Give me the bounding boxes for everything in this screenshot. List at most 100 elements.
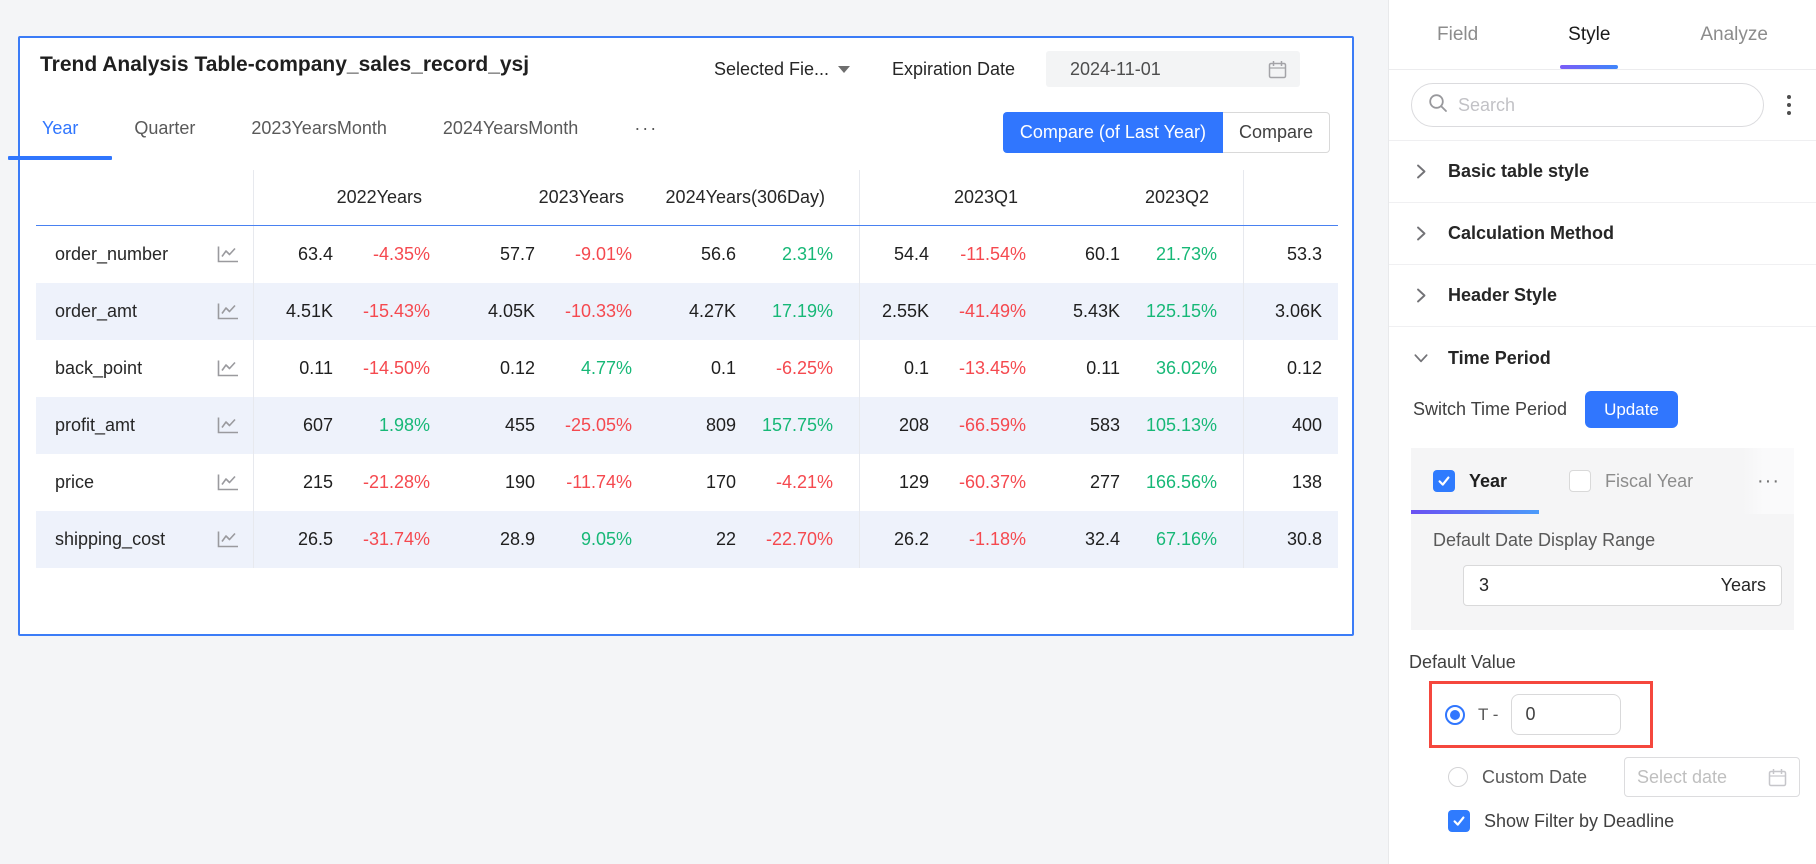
data-cell: 583 105.13% bbox=[1052, 397, 1244, 454]
view-tab-year[interactable]: Year bbox=[7, 118, 114, 160]
custom-date-radio[interactable] bbox=[1448, 767, 1468, 787]
cell-value: 400 bbox=[1291, 415, 1322, 435]
trend-chart-icon[interactable] bbox=[216, 416, 240, 435]
chevron-right-icon bbox=[1413, 163, 1429, 180]
chart-view-tabs: Year Quarter 2023YearsMonth 2024YearsMonth ·… bbox=[7, 118, 659, 160]
compare-toggle-group: Compare (of Last Year) Compare bbox=[1002, 112, 1330, 153]
annotation-highlight-box: T - 0 bbox=[1429, 681, 1653, 748]
cell-value: 583 bbox=[1089, 415, 1120, 435]
data-cell: 4.51K -15.43% bbox=[254, 283, 456, 340]
data-cell: 0.11 36.02% bbox=[1052, 340, 1244, 397]
view-tab-2024yearsmonth[interactable]: 2024YearsMonth bbox=[442, 118, 579, 138]
cell-value: 63.4 bbox=[297, 244, 333, 264]
compare-button[interactable]: Compare bbox=[1222, 112, 1330, 153]
trend-chart-icon[interactable] bbox=[216, 359, 240, 378]
cell-value: 170 bbox=[705, 472, 736, 492]
panel-tab-analyze[interactable]: Analyze bbox=[1700, 23, 1768, 45]
view-tab-quarter[interactable]: Quarter bbox=[134, 118, 196, 138]
panel-tab-style[interactable]: Style bbox=[1568, 0, 1610, 69]
trend-chart-icon[interactable] bbox=[216, 530, 240, 549]
cell-value: 0.11 bbox=[299, 358, 333, 378]
cell-change: 125.15% bbox=[1145, 301, 1217, 321]
section-basic-table-style[interactable]: Basic table style bbox=[1389, 141, 1816, 203]
tab-year[interactable]: Year bbox=[1433, 470, 1507, 492]
view-tab-2023yearsmonth[interactable]: 2023YearsMonth bbox=[251, 118, 387, 138]
trend-analysis-card: Trend Analysis Table-company_sales_recor… bbox=[7, 36, 1354, 636]
cell-change: 67.16% bbox=[1155, 529, 1217, 549]
date-range-value: 3 bbox=[1479, 575, 1490, 595]
cell-change: -9.01% bbox=[574, 244, 632, 264]
cell-value: 57.7 bbox=[499, 244, 535, 264]
cell-change: -4.21% bbox=[775, 472, 833, 492]
cell-change: 17.19% bbox=[771, 301, 833, 321]
year-checkbox[interactable] bbox=[1433, 470, 1455, 492]
show-filter-checkbox[interactable] bbox=[1448, 810, 1470, 832]
compare-last-year-button[interactable]: Compare (of Last Year) bbox=[1002, 112, 1223, 153]
cell-change: 9.05% bbox=[580, 529, 632, 549]
chart-title: Trend Analysis Table-company_sales_recor… bbox=[40, 53, 530, 76]
panel-tab-field[interactable]: Field bbox=[1437, 23, 1479, 45]
column-header-2024years-306day: 2024Years(306Day) bbox=[658, 170, 860, 225]
more-tabs-icon[interactable]: ··· bbox=[1743, 448, 1794, 514]
data-cell: 60.1 21.73% bbox=[1052, 226, 1244, 283]
cell-change: 1.98% bbox=[378, 415, 430, 435]
custom-date-row: Custom Date Select date bbox=[1448, 757, 1800, 797]
metric-cell: price bbox=[36, 454, 254, 511]
selected-fields-dropdown[interactable]: Selected Fie... bbox=[714, 59, 851, 80]
data-cell: 56.6 2.31% bbox=[658, 226, 860, 283]
trend-chart-icon[interactable] bbox=[216, 473, 240, 492]
cell-change: -66.59% bbox=[958, 415, 1026, 435]
column-header-more bbox=[1244, 170, 1336, 225]
cell-value: 190 bbox=[504, 472, 535, 492]
cell-change: 157.75% bbox=[761, 415, 833, 435]
search-input[interactable] bbox=[1458, 94, 1747, 116]
t-minus-radio[interactable] bbox=[1445, 704, 1465, 725]
column-header-2023q2: 2023Q2 bbox=[1052, 170, 1244, 225]
show-filter-label: Show Filter by Deadline bbox=[1484, 810, 1675, 831]
table-row-shipping-cost: shipping_cost 26.5 -31.74% 28.9 9.05% 22 -22.7… bbox=[36, 511, 1338, 568]
cell-change: -4.35% bbox=[372, 244, 430, 264]
date-range-input[interactable]: 3 Years bbox=[1463, 565, 1782, 606]
cell-value: 54.4 bbox=[893, 244, 929, 264]
data-cell: 5.43K 125.15% bbox=[1052, 283, 1244, 340]
cell-change: -6.25% bbox=[775, 358, 833, 378]
calendar-icon bbox=[1768, 768, 1787, 787]
fiscal-year-checkbox[interactable] bbox=[1569, 470, 1592, 492]
switch-time-period-row: Switch Time Period Update bbox=[1389, 391, 1816, 428]
kebab-menu-icon[interactable] bbox=[1776, 95, 1802, 115]
fiscal-year-tab-label: Fiscal Year bbox=[1605, 470, 1694, 491]
data-cell: 0.11 -14.50% bbox=[254, 340, 456, 397]
search-input-wrapper[interactable] bbox=[1411, 83, 1764, 127]
metric-cell: shipping_cost bbox=[36, 511, 254, 568]
chevron-down-icon bbox=[838, 66, 851, 73]
selected-fields-label: Selected Fie... bbox=[714, 59, 830, 79]
view-tabs-more[interactable]: ··· bbox=[634, 118, 659, 138]
cell-value: 0.11 bbox=[1086, 358, 1120, 378]
tab-fiscal-year[interactable]: Fiscal Year bbox=[1569, 470, 1693, 492]
cell-change: -11.74% bbox=[566, 472, 632, 492]
style-sections: Basic table style Calculation Method Heade… bbox=[1389, 141, 1816, 389]
cell-value: 53.3 bbox=[1286, 244, 1322, 264]
t-value-input[interactable]: 0 bbox=[1511, 694, 1622, 735]
trend-chart-icon[interactable] bbox=[216, 302, 240, 321]
time-period-body: Default Date Display Range 3 Years bbox=[1411, 514, 1794, 630]
custom-date-input[interactable]: Select date bbox=[1624, 757, 1800, 797]
data-cell: 170 -4.21% bbox=[658, 454, 860, 511]
update-button[interactable]: Update bbox=[1585, 391, 1678, 428]
table-row-back-point: back_point 0.11 -14.50% 0.12 4.77% 0.1 -6.25% 0… bbox=[36, 340, 1338, 397]
chevron-right-icon bbox=[1413, 287, 1429, 304]
cell-change: 4.77% bbox=[580, 358, 632, 378]
data-cell: 607 1.98% bbox=[254, 397, 456, 454]
cell-value: 2.55K bbox=[881, 301, 929, 321]
section-calculation-method[interactable]: Calculation Method bbox=[1389, 203, 1816, 265]
data-cell: 2.55K -41.49% bbox=[860, 283, 1052, 340]
cell-change: -60.37% bbox=[958, 472, 1026, 492]
data-cell: 32.4 67.16% bbox=[1052, 511, 1244, 568]
trend-chart-icon[interactable] bbox=[216, 245, 240, 264]
column-header-2022years: 2022Years bbox=[336, 187, 422, 207]
cell-change: -31.74% bbox=[362, 529, 430, 549]
expiration-date-input[interactable]: 2024-11-01 bbox=[1046, 51, 1300, 87]
section-time-period[interactable]: Time Period bbox=[1389, 327, 1816, 389]
section-header-style[interactable]: Header Style bbox=[1389, 265, 1816, 327]
data-cell: 129 -60.37% bbox=[860, 454, 1052, 511]
